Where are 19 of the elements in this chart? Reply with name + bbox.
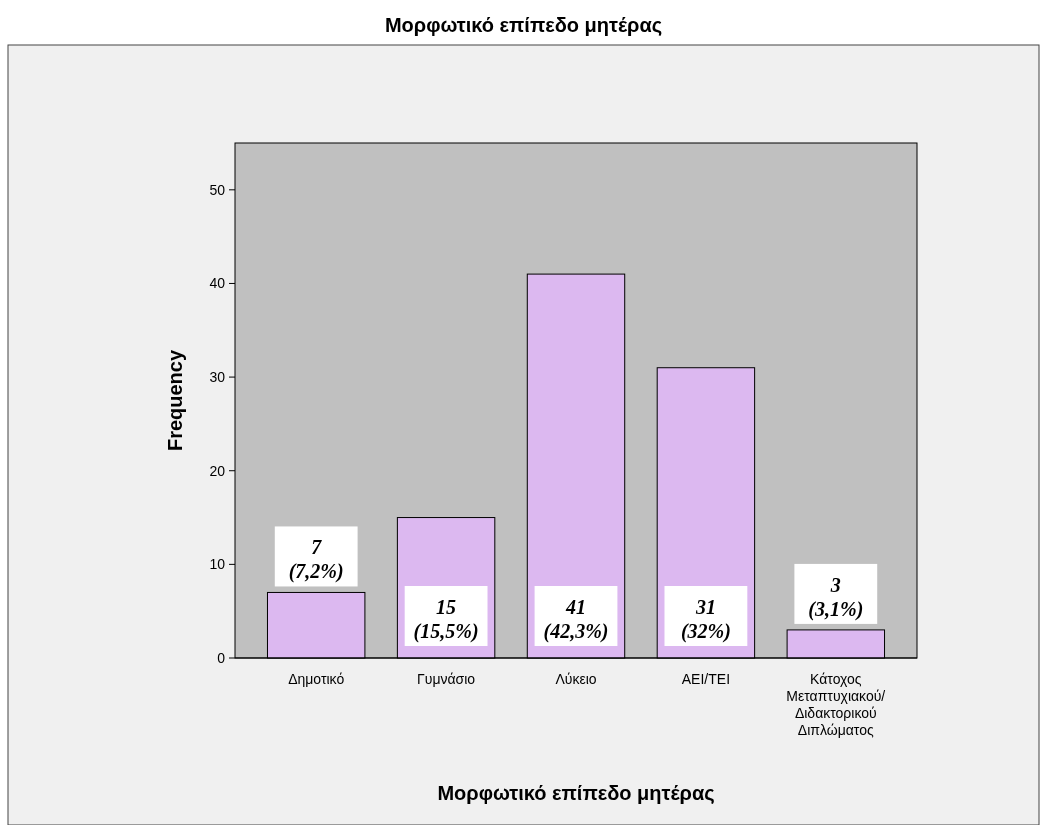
chart-title: Μορφωτικό επίπεδο μητέρας	[384, 14, 663, 36]
x-tick-label: Δημοτικό	[288, 671, 345, 687]
y-tick-label: 20	[209, 462, 226, 479]
x-tick-label: Γυμνάσιο	[417, 671, 476, 687]
x-tick-label: Λύκειο	[555, 671, 597, 687]
y-tick-label: 50	[209, 181, 226, 198]
y-axis-title: Frequency	[164, 349, 186, 452]
data-label: 7 (7,2%)	[288, 536, 344, 584]
y-tick-label: 40	[209, 275, 226, 292]
y-tick-label: 30	[209, 368, 226, 385]
y-tick-label: 10	[209, 556, 226, 573]
data-label: 31 (32%)	[680, 596, 731, 643]
x-axis-title: Μορφωτικό επίπεδο μητέρας	[437, 782, 715, 804]
x-tick-label: Κάτοχος Μεταπτυχιακού/Διδακτορικού Διπλώματος	[786, 671, 886, 738]
data-label: 41 (42,3%)	[543, 596, 609, 643]
data-label: 15 (15,5%)	[413, 596, 479, 643]
y-tick-label: 0	[217, 649, 226, 666]
data-label: 3 (3,1%)	[808, 573, 864, 621]
x-tick-label: ΑΕΙ/ΤΕΙ	[681, 671, 731, 687]
